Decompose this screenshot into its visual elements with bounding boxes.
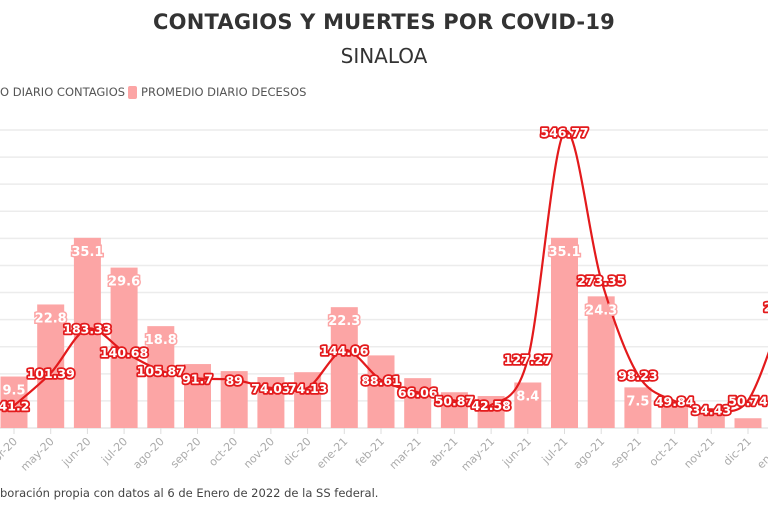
- footer-source: boración propia con datos al 6 de Enero …: [0, 486, 379, 500]
- bar-label: 9.5: [2, 384, 25, 399]
- x-tick-label: nov-20: [241, 435, 277, 471]
- bar-label: 22.8: [35, 311, 67, 326]
- bar-decesos: [514, 382, 542, 428]
- line-label: 105.87: [137, 364, 185, 379]
- line-label: 66.06: [398, 385, 438, 400]
- x-tick-label: abr-21: [426, 435, 460, 469]
- bar-label: 18.8: [145, 333, 177, 348]
- line-label: 273.35: [577, 273, 625, 288]
- bar-decesos: [587, 296, 615, 428]
- x-tick-label: sep-20: [168, 435, 204, 471]
- bar-decesos: [294, 372, 322, 428]
- line-label: 50.74: [728, 394, 768, 409]
- line-label: 127.27: [504, 352, 552, 367]
- bar-label: 35.1: [548, 245, 580, 260]
- line-label: 183.33: [63, 322, 111, 337]
- legend-decesos-label: PROMEDIO DIARIO DECESOS: [141, 85, 307, 99]
- chart-subtitle: SINALOA: [340, 44, 428, 68]
- x-tick-label: may-21: [459, 435, 498, 474]
- line-label: 98.23: [618, 368, 658, 383]
- bar-decesos: [110, 267, 138, 428]
- bar-label: 22.3: [328, 314, 360, 329]
- line-label: 88.61: [361, 373, 401, 388]
- bar-decesos: [624, 387, 652, 428]
- line-label: 34.43: [692, 402, 732, 417]
- x-tick-label: feb-21: [353, 435, 387, 469]
- x-tick-label: jul-20: [98, 435, 130, 467]
- bar-label: 24.3: [585, 303, 617, 318]
- bar-decesos: [330, 307, 358, 428]
- bar-label: 35.1: [71, 245, 103, 260]
- x-tick-label: sep-21: [608, 435, 644, 471]
- x-tick-label: jun-20: [59, 435, 94, 470]
- bar-label: 29.6: [108, 275, 140, 290]
- bar-decesos: [147, 326, 175, 428]
- bar-decesos: [184, 364, 211, 428]
- line-label: 49.84: [655, 394, 695, 409]
- line-contagios: [13, 129, 768, 413]
- x-tick-label: jul-21: [539, 435, 571, 467]
- line-label: 74.03: [251, 381, 291, 396]
- bar-label: 8.4: [516, 389, 539, 404]
- bar-decesos: [734, 418, 762, 428]
- x-tick-label: ago-20: [130, 435, 167, 472]
- x-tick-label: oct-21: [647, 435, 681, 469]
- bar-decesos: [404, 378, 432, 428]
- line-label: 89: [225, 373, 242, 388]
- bar-decesos: [73, 237, 101, 428]
- legend: O DIARIO CONTAGIOS PROMEDIO DIARIO DECES…: [0, 85, 306, 99]
- line-label: 41.2: [0, 399, 29, 414]
- x-tick-label: mar-21: [387, 435, 424, 472]
- line-label: 140.68: [100, 345, 148, 360]
- bar-decesos: [551, 237, 578, 428]
- line-label: 2: [764, 300, 768, 315]
- legend-decesos-swatch: [128, 85, 138, 99]
- line-label: 144.06: [320, 343, 369, 358]
- bar-decesos: [0, 376, 28, 428]
- x-tick-label: may-20: [18, 435, 57, 474]
- x-tick-label: ago-21: [571, 435, 608, 472]
- x-tick-label: nov-21: [681, 435, 717, 471]
- bar-decesos: [367, 355, 395, 428]
- x-tick-label: oct-20: [206, 435, 240, 469]
- x-tick-label: ene-21: [314, 435, 350, 471]
- line-label: 42.58: [471, 398, 511, 413]
- legend-contagios-label: O DIARIO CONTAGIOS: [0, 85, 126, 99]
- line-label: 91.7: [182, 371, 213, 386]
- line-label: 546.77: [540, 125, 588, 140]
- line-label: 50.87: [435, 393, 475, 408]
- bar-decesos: [37, 304, 65, 428]
- bar-label: 7.5: [626, 394, 649, 409]
- x-tick-label: dic-21: [721, 435, 754, 468]
- bar-decesos: [697, 412, 725, 428]
- x-tick-label: ene-22: [754, 435, 768, 471]
- line-label: 101.39: [27, 366, 75, 381]
- x-tick-label: dic-20: [280, 435, 313, 468]
- x-tick-label: jun-21: [499, 435, 534, 470]
- chart-title: CONTAGIOS Y MUERTES POR COVID-19: [153, 10, 615, 34]
- line-label: 74.13: [288, 381, 328, 396]
